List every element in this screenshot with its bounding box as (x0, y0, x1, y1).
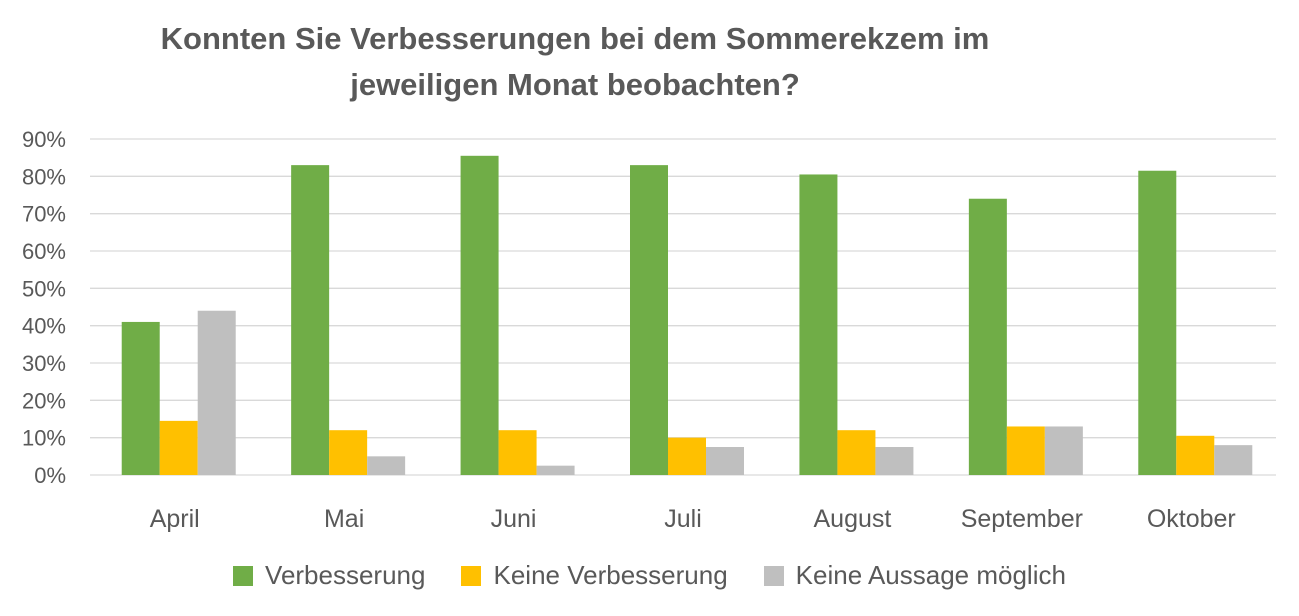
chart-title-line-1: Konnten Sie Verbesserungen bei dem Somme… (160, 21, 990, 56)
legend-swatch-keine-verbesserung (461, 565, 482, 586)
bar (799, 174, 838, 475)
bar (121, 321, 160, 475)
bar (159, 420, 198, 475)
y-tick-label: 50% (22, 276, 66, 301)
bar (968, 198, 1007, 475)
legend-label-keine-aussage: Keine Aussage möglich (795, 560, 1066, 590)
bar (1214, 445, 1253, 475)
bar (1176, 435, 1215, 475)
legend: Verbesserung Keine Verbesserung Keine Au… (0, 560, 1299, 591)
bar (1006, 426, 1045, 475)
x-tick-label: August (814, 505, 892, 533)
bar (367, 456, 406, 475)
legend-item-keine-verbesserung: Keine Verbesserung (461, 560, 728, 591)
legend-item-keine-aussage: Keine Aussage möglich (763, 560, 1066, 591)
bar (706, 447, 744, 475)
bar (329, 430, 368, 475)
legend-swatch-keine-aussage (763, 565, 784, 586)
x-tick-label: April (150, 505, 200, 533)
bar-chart: 0% 10% 20% 30% 40% 50% 60% 70% 80% 90% April Mai Jun… (22, 127, 1276, 533)
y-tick-label: 30% (22, 351, 66, 376)
chart-title: Konnten Sie Verbesserungen bei dem Somme… (100, 16, 1050, 108)
x-tick-label: September (961, 505, 1083, 533)
bar (875, 447, 914, 475)
bar (630, 165, 668, 475)
bar (1138, 170, 1177, 475)
legend-label-verbesserung: Verbesserung (265, 560, 426, 590)
y-tick-label: 0% (34, 463, 66, 488)
bar (498, 430, 537, 475)
bar (197, 310, 236, 475)
x-tick-label: Mai (324, 505, 364, 533)
bar (837, 430, 876, 475)
bar (291, 165, 330, 475)
bar (536, 465, 575, 475)
x-tick-label: Juli (664, 505, 702, 533)
bar (1044, 426, 1083, 475)
bar (460, 155, 499, 476)
bar (668, 437, 706, 475)
y-tick-label: 60% (22, 239, 66, 264)
legend-swatch-verbesserung (233, 565, 254, 586)
y-tick-label: 40% (22, 314, 66, 339)
x-tick-label: Oktober (1147, 505, 1236, 533)
y-tick-label: 80% (22, 164, 66, 189)
legend-item-verbesserung: Verbesserung (233, 560, 425, 591)
y-tick-label: 90% (22, 127, 66, 152)
legend-label-keine-verbesserung: Keine Verbesserung (493, 560, 728, 590)
x-tick-label: Juni (491, 505, 537, 533)
y-tick-label: 70% (22, 202, 66, 227)
y-tick-label: 20% (22, 388, 66, 413)
y-tick-label: 10% (22, 426, 66, 451)
chart-title-line-2: jeweiligen Monat beobachten? (350, 67, 800, 102)
